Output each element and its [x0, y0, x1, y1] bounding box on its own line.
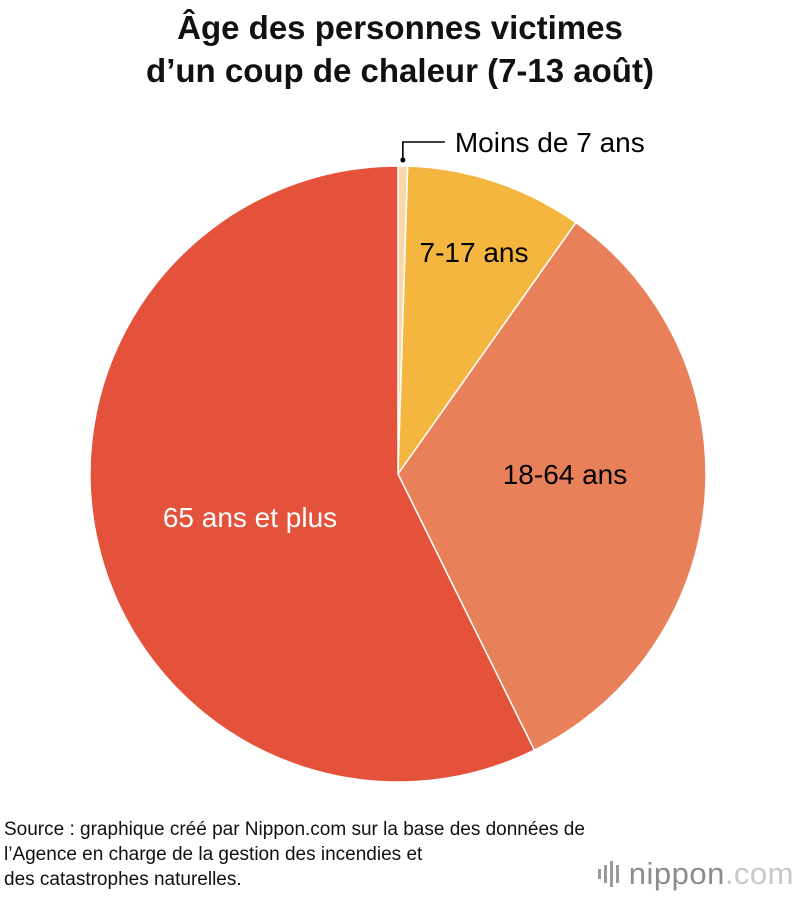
slice-label: 7-17 ans	[420, 237, 529, 268]
source-line-3: des catastrophes naturelles.	[4, 869, 242, 890]
pie-slice	[397, 165, 577, 477]
source-note: Source : graphique créé par Nippon.com s…	[4, 817, 794, 892]
leader-line	[402, 141, 445, 161]
logo-name: nippon	[628, 856, 725, 891]
source-line-2: l’Agence en charge de la gestion des inc…	[4, 844, 423, 865]
slice-label: 65 ans et plus	[163, 502, 337, 533]
nippon-logo: nippon .com	[597, 856, 794, 892]
chart-title-line-1: Âge des personnes victimes	[177, 9, 623, 46]
source-line-1: Source : graphique créé par Nippon.com s…	[4, 819, 585, 840]
logo-bars-icon	[597, 861, 619, 887]
pie-slice	[89, 165, 536, 783]
logo-tld: .com	[724, 856, 794, 891]
chart-title: Âge des personnes victimes d’un coup de …	[0, 6, 800, 92]
chart-title-line-2: d’un coup de chaleur (7-13 août)	[146, 52, 654, 89]
slice-label: Moins de 7 ans	[455, 127, 645, 158]
pie-slice	[397, 221, 707, 752]
slice-label: 18-64 ans	[503, 459, 628, 490]
